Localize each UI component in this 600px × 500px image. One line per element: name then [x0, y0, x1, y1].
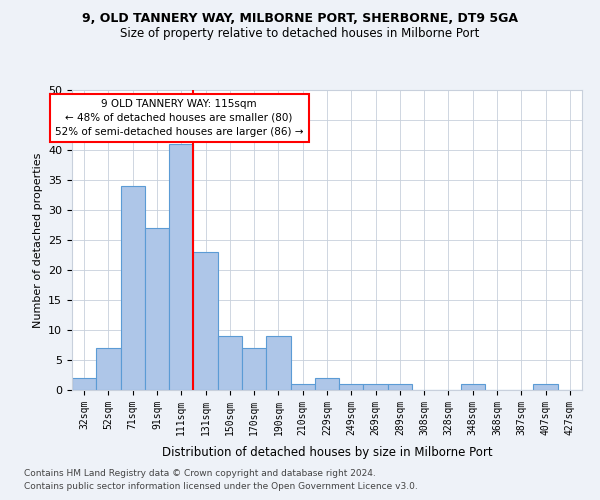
Text: 9, OLD TANNERY WAY, MILBORNE PORT, SHERBORNE, DT9 5GA: 9, OLD TANNERY WAY, MILBORNE PORT, SHERB…	[82, 12, 518, 26]
Bar	[218, 336, 242, 390]
Bar	[96, 348, 121, 390]
Bar	[364, 384, 388, 390]
Bar	[339, 384, 364, 390]
Bar	[193, 252, 218, 390]
Bar	[290, 384, 315, 390]
Bar	[388, 384, 412, 390]
Text: Contains public sector information licensed under the Open Government Licence v3: Contains public sector information licen…	[24, 482, 418, 491]
Y-axis label: Number of detached properties: Number of detached properties	[32, 152, 43, 328]
Bar	[242, 348, 266, 390]
Bar	[315, 378, 339, 390]
Bar	[461, 384, 485, 390]
Text: 9 OLD TANNERY WAY: 115sqm
← 48% of detached houses are smaller (80)
52% of semi-: 9 OLD TANNERY WAY: 115sqm ← 48% of detac…	[55, 99, 304, 137]
Bar	[72, 378, 96, 390]
X-axis label: Distribution of detached houses by size in Milborne Port: Distribution of detached houses by size …	[161, 446, 493, 459]
Text: Size of property relative to detached houses in Milborne Port: Size of property relative to detached ho…	[121, 28, 479, 40]
Bar	[169, 144, 193, 390]
Text: Contains HM Land Registry data © Crown copyright and database right 2024.: Contains HM Land Registry data © Crown c…	[24, 468, 376, 477]
Bar	[533, 384, 558, 390]
Bar	[121, 186, 145, 390]
Bar	[145, 228, 169, 390]
Bar	[266, 336, 290, 390]
